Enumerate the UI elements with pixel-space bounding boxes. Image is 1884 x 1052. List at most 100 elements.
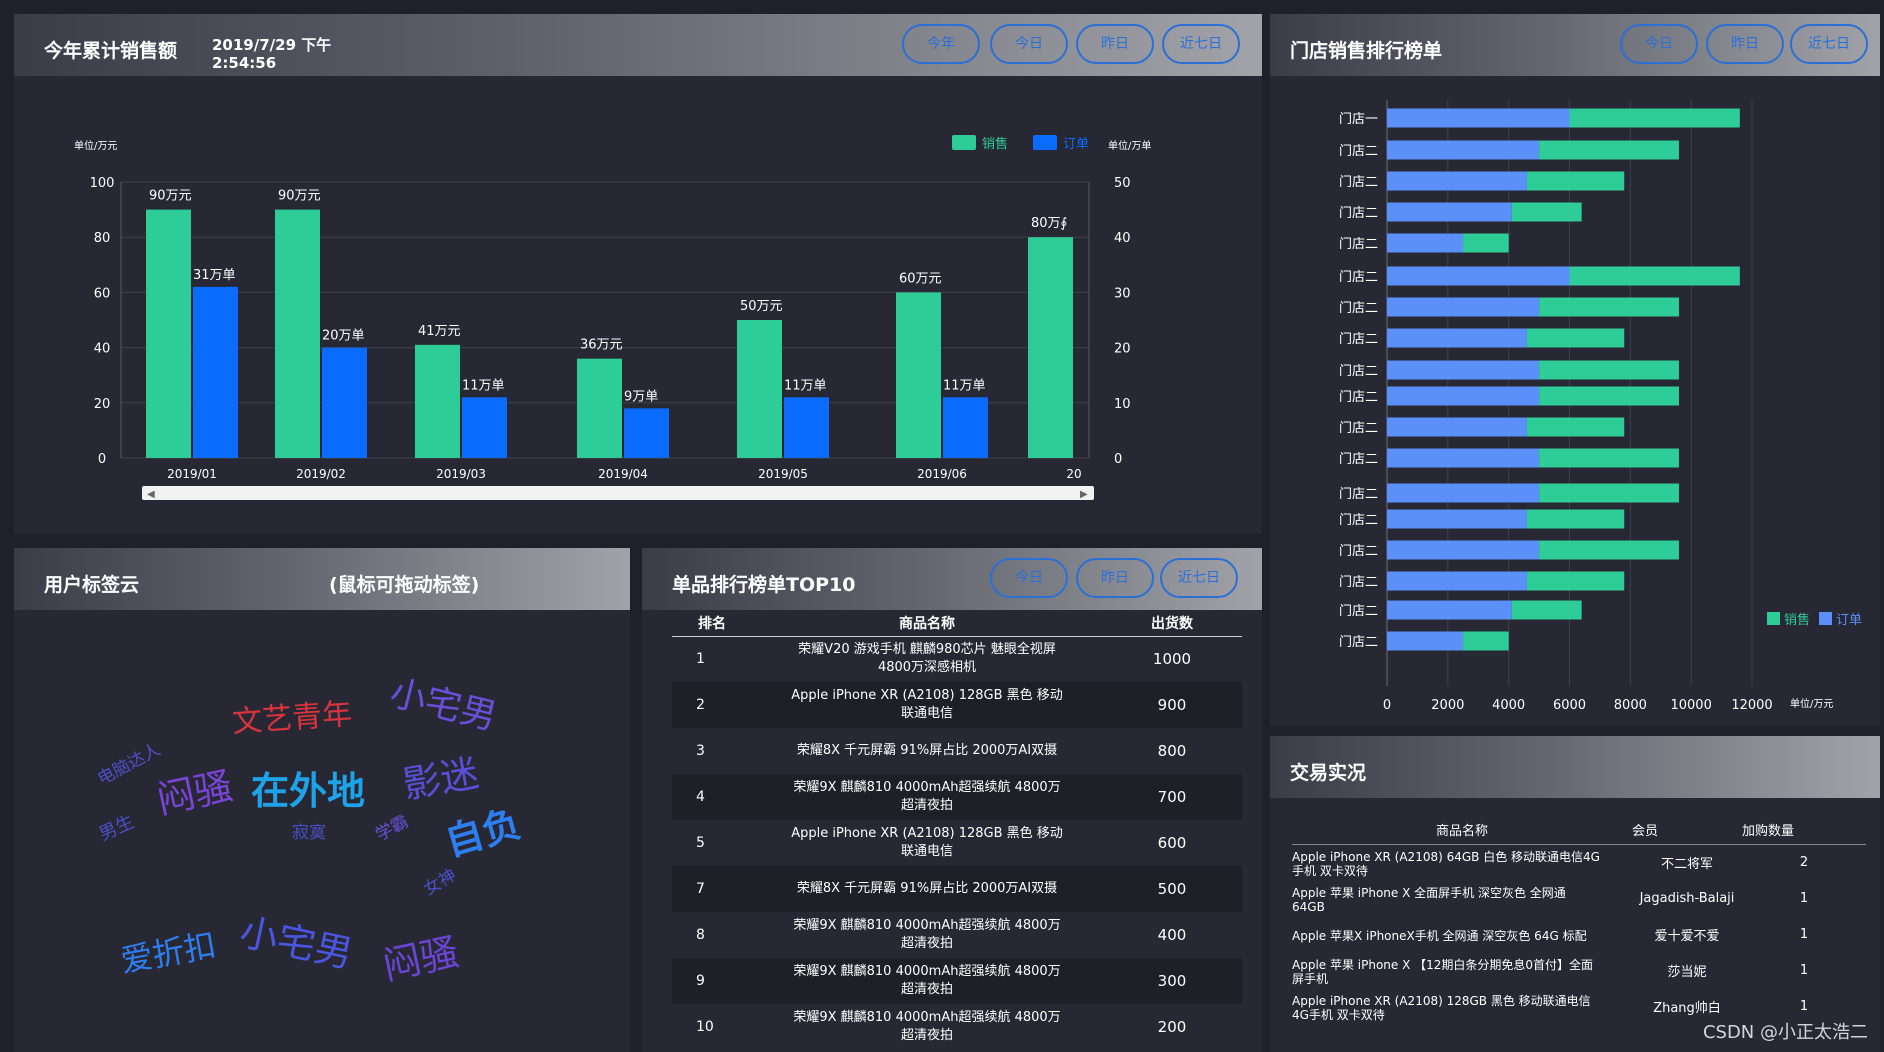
- top10-header-name: 商品名称: [899, 615, 955, 632]
- bar-store-sales: [1539, 540, 1679, 560]
- table-row[interactable]: 3 荣耀8X 千元屏霸 91%屏占比 2000万AI双摄 800: [672, 728, 1242, 774]
- tag-item[interactable]: 小宅男: [385, 672, 501, 739]
- store-filter-today-button[interactable]: 今日: [1620, 24, 1698, 64]
- product-name-line: Apple iPhone XR (A2108) 128GB 黑色 移动: [791, 688, 1063, 703]
- sales-panel-header: 今年累计销售额 2019/7/29 下午 2:54:56 今年 今日 昨日 近七…: [14, 14, 1262, 76]
- qty-cell: 400: [1157, 926, 1187, 944]
- top10-filter-week-button[interactable]: 近七日: [1160, 558, 1238, 598]
- table-row[interactable]: 10 荣耀9X 麒麟810 4000mAh超强续航 4800万 超清夜拍 200: [672, 1004, 1242, 1050]
- bar-store-sales: [1526, 328, 1625, 348]
- y-tick-label-right: 10: [1114, 397, 1131, 412]
- tag-item[interactable]: 影迷: [399, 750, 482, 808]
- top10-filter-today-button[interactable]: 今日: [990, 558, 1068, 598]
- right-axis-unit: 单位/万单: [1108, 139, 1151, 152]
- bar-orders: [322, 347, 367, 458]
- product-name-cell: Apple iPhone XR (A2108) 128GB 黑色 移动 联通电信: [752, 682, 1102, 728]
- table-row[interactable]: 4 荣耀9X 麒麟810 4000mAh超强续航 4800万 超清夜拍 700: [672, 774, 1242, 820]
- tag-item[interactable]: 在外地: [251, 769, 366, 813]
- bar-store-orders: [1387, 297, 1540, 317]
- trade-qty-cell: 1: [1799, 890, 1809, 906]
- product-name-cell: 荣耀V20 游戏手机 麒麟980芯片 魅眼全视屏 4800万深感相机: [752, 636, 1102, 682]
- bar-sales: [415, 344, 460, 458]
- data-label-orders: 11万单: [784, 378, 827, 393]
- bar-store-sales: [1569, 266, 1740, 286]
- trade-member-cell: Zhang帅白: [1653, 1000, 1721, 1016]
- bar-store-orders: [1387, 448, 1540, 468]
- tag-item[interactable]: 学霸: [372, 811, 412, 846]
- table-row[interactable]: Apple iPhone XR (A2108) 128GB 黑色 移动联通电信 4…: [1292, 988, 1866, 1024]
- tag-item[interactable]: 文艺青年: [231, 696, 354, 741]
- trade-qty-cell: 1: [1799, 926, 1809, 942]
- tag-item[interactable]: 闷骚: [378, 929, 463, 989]
- table-row[interactable]: 1 荣耀V20 游戏手机 麒麟980芯片 魅眼全视屏 4800万深感相机 1000: [672, 636, 1242, 682]
- sales-chart: 单位/万元 单位/万单 销售 订单 0 20 40 60 80 100 0 10 20 30 40 50 90万…: [74, 135, 1151, 500]
- table-row[interactable]: 7 荣耀8X 千元屏霸 91%屏占比 2000万AI双摄 500: [672, 866, 1242, 912]
- sales-filter-yesterday-button[interactable]: 昨日: [1076, 24, 1154, 64]
- x-tick-label: 2019/02: [296, 467, 346, 481]
- tags-panel-title: 用户标签云: [44, 574, 140, 596]
- data-label-orders: 11万单: [462, 378, 505, 393]
- legend-label-sales: 销售: [1784, 612, 1810, 628]
- legend-swatch-sales: [1767, 612, 1780, 625]
- store-filter-week-button[interactable]: 近七日: [1790, 24, 1868, 64]
- product-name-line: 联通电信: [900, 844, 953, 859]
- rank-cell: 4: [696, 789, 705, 805]
- table-row[interactable]: Apple 苹果 iPhone X 【12期白条分期免息0首付】全面 屏手机 莎当妮…: [1292, 952, 1866, 988]
- tag-item[interactable]: 小宅男: [235, 909, 357, 977]
- store-category-label: 门店二: [1339, 237, 1378, 252]
- trade-member-cell: Jagadish-Balaji: [1639, 890, 1735, 906]
- bar-store-orders: [1387, 140, 1540, 160]
- trade-header-member: 会员: [1632, 824, 1659, 840]
- store-panel: 门店销售排行榜单 今日 昨日 近七日 0 2000 4000 6000 8000 1000…: [1270, 14, 1880, 726]
- store-category-label: 门店二: [1339, 487, 1378, 502]
- top10-header-qty: 出货数: [1151, 615, 1193, 632]
- table-row[interactable]: Apple 苹果 iPhone X 全面屏手机 深空灰色 全网通 64GB Jaga…: [1292, 880, 1866, 916]
- sales-filter-year-button[interactable]: 今年: [902, 24, 980, 64]
- rank-cell: 1: [696, 651, 705, 668]
- sales-filter-week-button[interactable]: 近七日: [1162, 24, 1240, 64]
- tag-item[interactable]: 闷骚: [152, 763, 237, 823]
- store-filter-yesterday-button[interactable]: 昨日: [1706, 24, 1784, 64]
- bar-sales: [896, 292, 941, 458]
- sales-filter-today-button[interactable]: 今日: [990, 24, 1068, 64]
- table-row[interactable]: 9 荣耀9X 麒麟810 4000mAh超强续航 4800万 超清夜拍 300: [672, 958, 1242, 1004]
- bar-store-orders: [1387, 631, 1464, 651]
- product-name-cell: 荣耀9X 麒麟810 4000mAh超强续航 4800万 超清夜拍: [752, 958, 1102, 1004]
- trade-product-cell: Apple 苹果X iPhoneX手机 全网通 深空灰色 64G 标配: [1292, 916, 1632, 952]
- bar-store-sales: [1526, 509, 1625, 529]
- table-row[interactable]: 8 荣耀9X 麒麟810 4000mAh超强续航 4800万 超清夜拍 400: [672, 912, 1242, 958]
- bar-store-sales: [1526, 171, 1625, 191]
- bar-store-sales: [1569, 108, 1740, 128]
- store-category-label: 门店二: [1339, 452, 1378, 467]
- x-tick-label: 2019/03: [436, 467, 486, 481]
- table-row[interactable]: 2 Apple iPhone XR (A2108) 128GB 黑色 移动 联通电信…: [672, 682, 1242, 728]
- bar-sales: [146, 209, 191, 458]
- table-row[interactable]: Apple 苹果X iPhoneX手机 全网通 深空灰色 64G 标配 爱十爱不爱…: [1292, 916, 1866, 952]
- trade-product-line: Apple 苹果X iPhoneX手机 全网通 深空灰色 64G 标配: [1292, 929, 1587, 943]
- product-name-line: Apple iPhone XR (A2108) 128GB 黑色 移动: [791, 826, 1063, 841]
- product-name-cell: 荣耀8X 千元屏霸 91%屏占比 2000万AI双摄: [752, 728, 1102, 774]
- qty-cell: 500: [1157, 880, 1187, 898]
- rank-cell: 10: [696, 1019, 714, 1035]
- tag-item[interactable]: 寂寞: [292, 823, 326, 843]
- trade-qty-cell: 1: [1799, 998, 1809, 1014]
- y-tick-label-left: 0: [98, 452, 106, 467]
- trade-product-line: Apple 苹果 iPhone X 全面屏手机 深空灰色 全网通: [1292, 886, 1566, 900]
- tag-item[interactable]: 爱折扣: [117, 925, 219, 981]
- table-row[interactable]: Apple iPhone XR (A2108) 64GB 白色 移动联通电信4G…: [1292, 844, 1866, 880]
- product-name-line: 荣耀V20 游戏手机 麒麟980芯片 魅眼全视屏: [798, 642, 1056, 658]
- store-category-label: 门店二: [1339, 544, 1378, 559]
- product-name-line: 荣耀9X 麒麟810 4000mAh超强续航 4800万: [793, 964, 1061, 979]
- trade-panel-title: 交易实况: [1290, 762, 1367, 784]
- trade-member-cell: 不二将军: [1660, 856, 1713, 872]
- top10-filter-yesterday-button[interactable]: 昨日: [1076, 558, 1154, 598]
- table-row[interactable]: 5 Apple iPhone XR (A2108) 128GB 黑色 移动 联通电信…: [672, 820, 1242, 866]
- legend-swatch-orders: [1033, 135, 1057, 150]
- tag-item[interactable]: 女神: [420, 865, 460, 900]
- y-tick-label-left: 40: [94, 342, 111, 357]
- tags-panel-header: 用户标签云 (鼠标可拖动标签): [14, 548, 630, 610]
- tag-item[interactable]: 自负: [440, 801, 526, 865]
- tag-item[interactable]: 男生: [95, 811, 138, 846]
- product-name-cell: 荣耀9X 麒麟810 4000mAh超强续航 4800万 超清夜拍: [752, 774, 1102, 820]
- store-category-label: 门店二: [1339, 604, 1378, 619]
